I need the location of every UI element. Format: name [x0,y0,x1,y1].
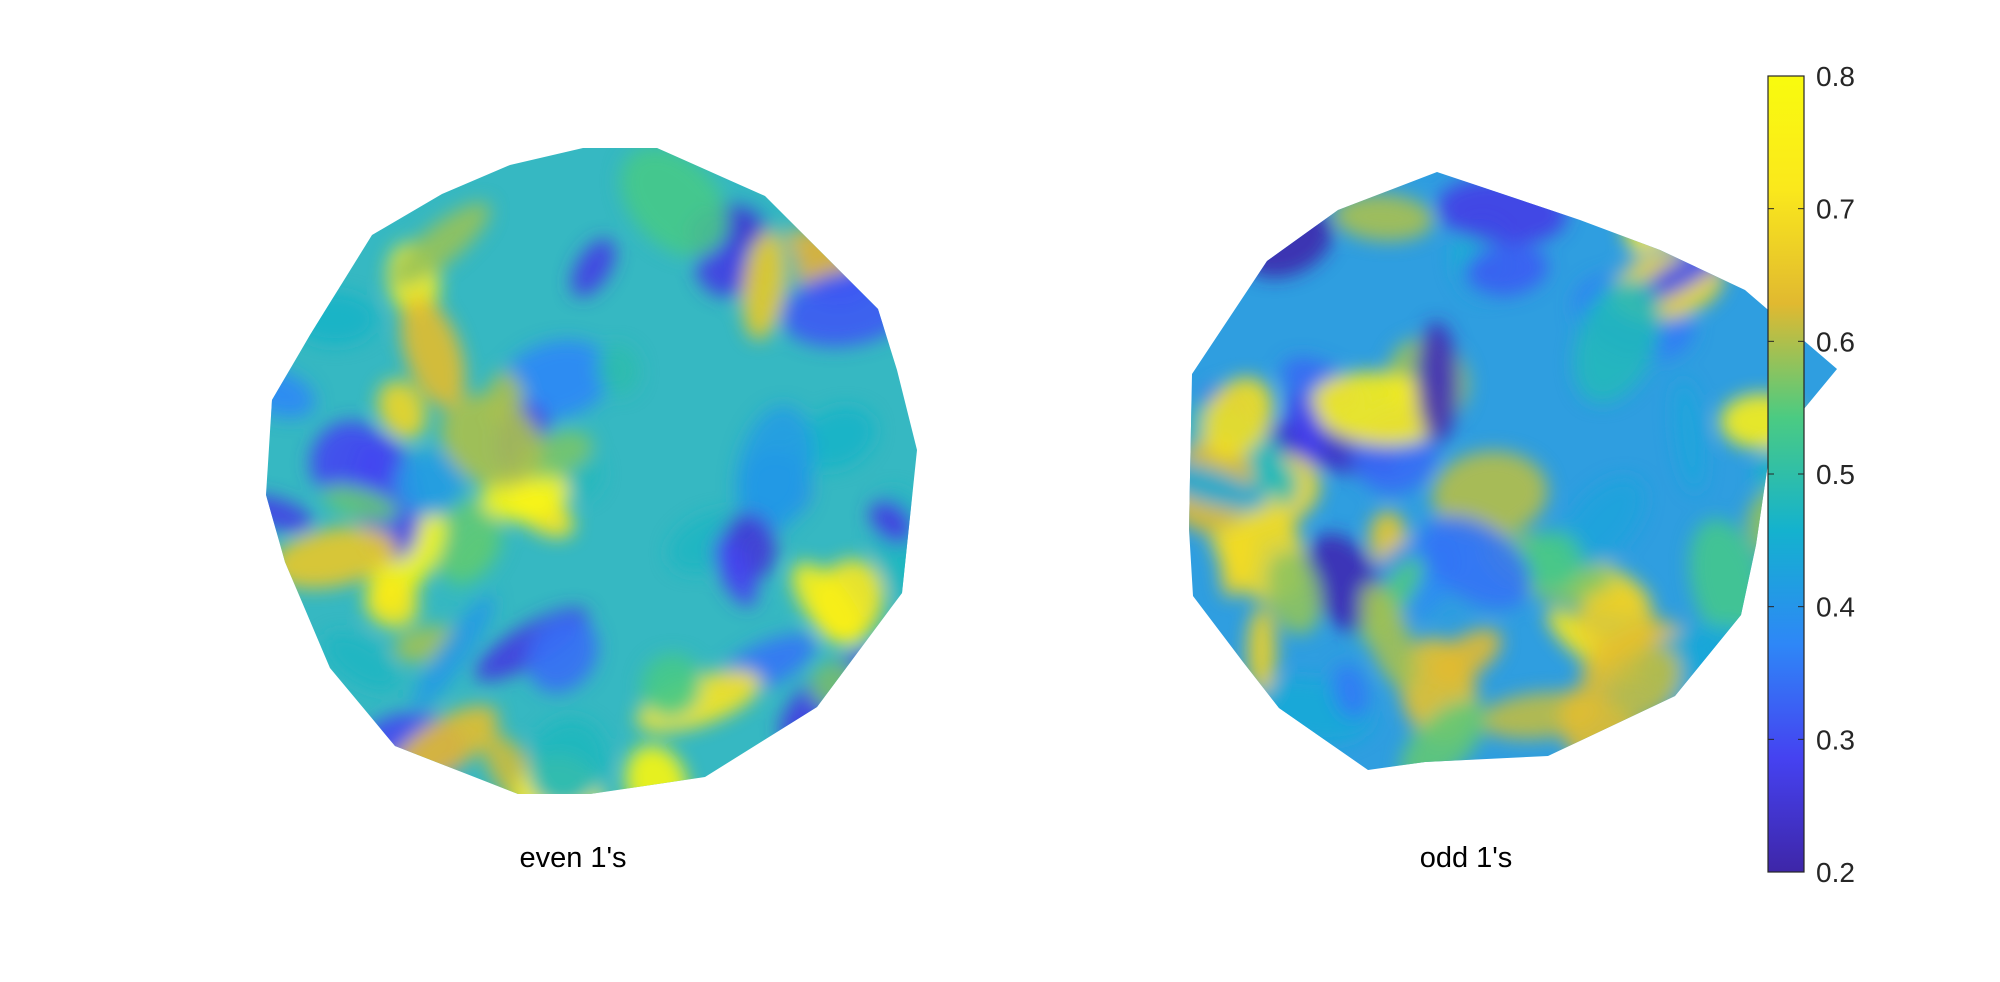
colorbar-tick-label: 0.6 [1816,326,1855,357]
colorbar-tick-label: 0.4 [1816,592,1855,623]
colorbar-tick-label: 0.8 [1816,61,1855,92]
panel-odd-ones [1189,172,1837,770]
colorbar-tick-label: 0.2 [1816,857,1855,888]
panel-title-odd: odd 1's [1419,842,1513,874]
colorbar-tick-label: 0.7 [1816,194,1855,225]
colorbar-tick-label: 0.5 [1816,459,1855,490]
colorbar-tick-label: 0.3 [1816,724,1855,755]
colorbar: 0.2 0.3 0.4 0.5 0.6 0.7 0.8 [1767,61,1855,888]
panel-title-even: even 1's [519,842,627,874]
panel-even-ones [266,148,917,794]
